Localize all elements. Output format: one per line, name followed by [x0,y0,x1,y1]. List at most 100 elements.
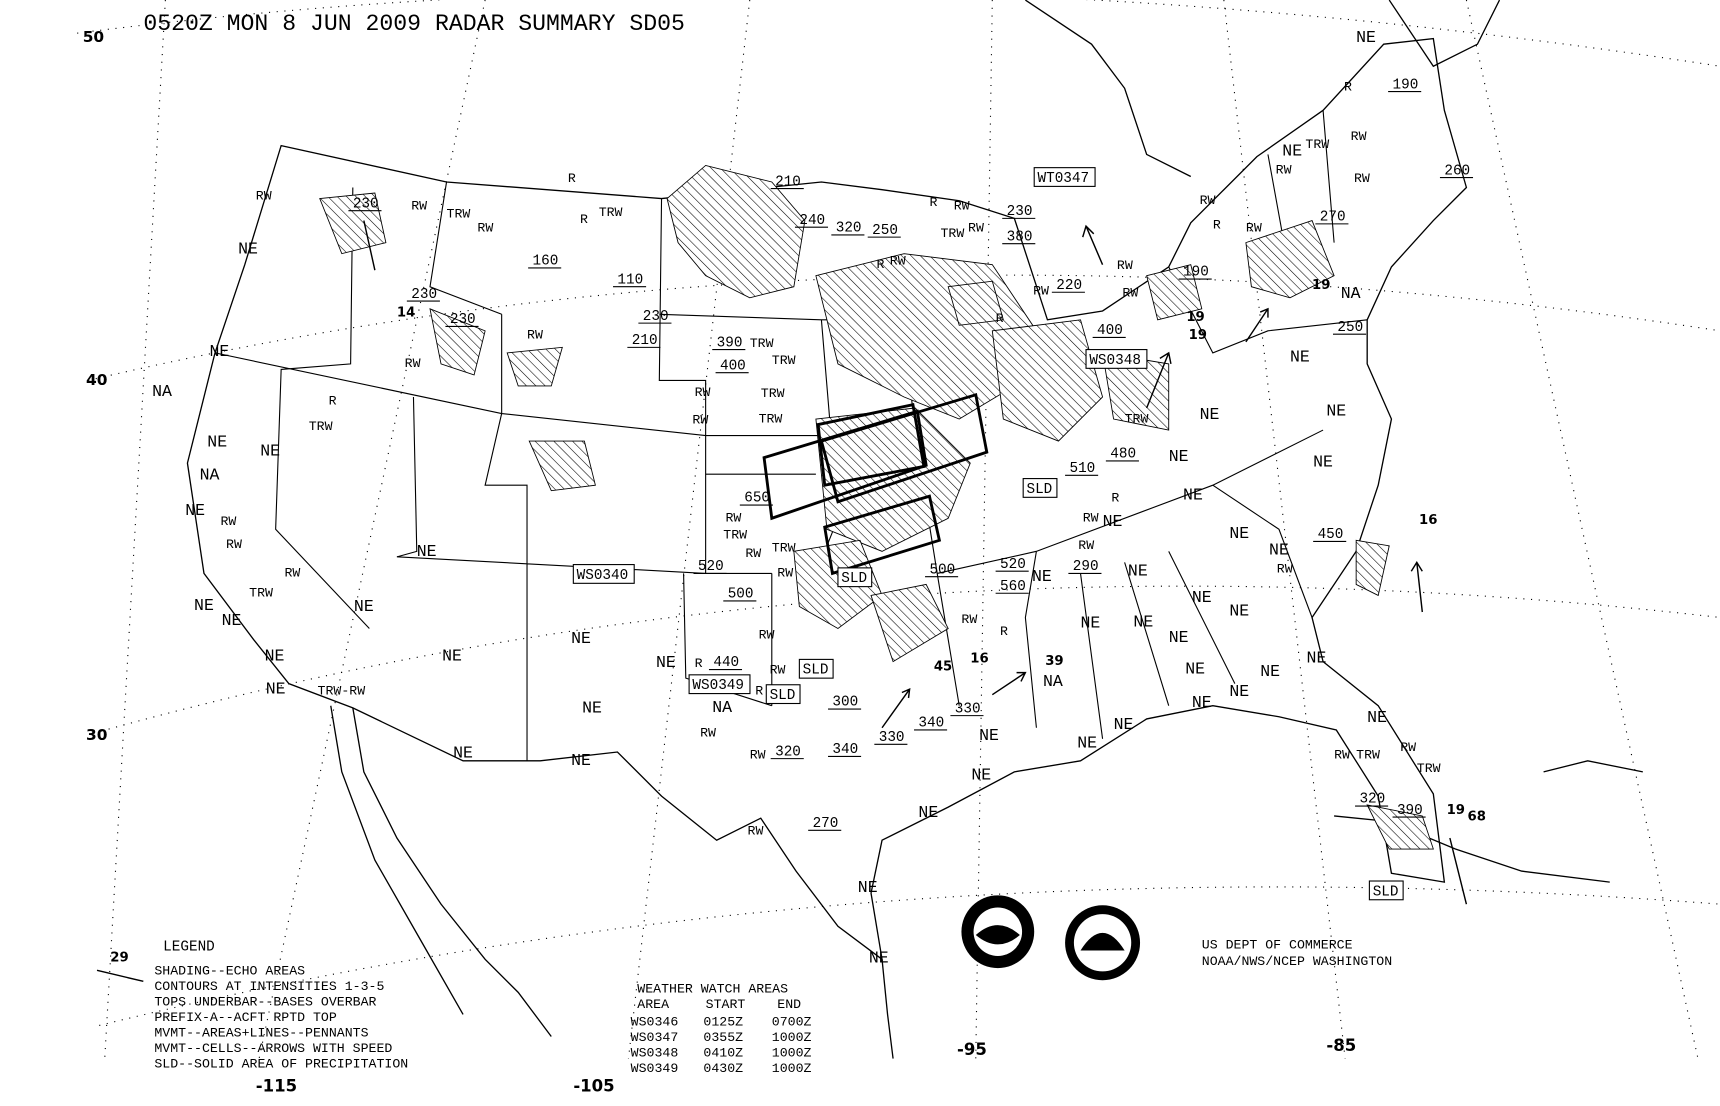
no-echo-label: NE [1183,486,1203,505]
watch-start: 0430Z [703,1061,743,1076]
precip-type-label-group: R [755,684,763,699]
echo-top-label: 400 [1097,323,1123,339]
precip-type-label-group: RW [1122,286,1138,301]
precip-type-label-group: RW [961,612,977,627]
boxed-label-group: SLD [1368,880,1404,900]
precip-type-label-group: RW [477,221,493,236]
legend-line: MVMT--CELLS--ARROWS WITH SPEED [154,1041,392,1056]
no-echo-label-group: NE [260,441,280,460]
echo-top-label: 250 [872,223,898,239]
echo-top-label: 110 [617,272,643,288]
no-echo-label: NE [266,680,286,699]
echo-top-label: 340 [832,742,858,758]
coastlines [186,0,1643,1059]
echo-top-label: 320 [775,744,801,760]
precip-type-label-group: RW [1078,538,1094,553]
precip-type-label: RW [527,328,543,343]
boxed-label-frame [572,564,635,584]
cell-speed-label-group: 19 [1312,278,1330,293]
echo-top-label-group: 270 [1315,210,1349,226]
no-echo-label-group: NE [1103,512,1123,531]
precip-type-label: TRW [599,205,623,220]
precip-type-label: TRW [772,540,796,555]
echo-top-label-group: 230 [348,196,382,212]
precip-type-label-group: TRW [309,419,333,434]
precip-type-label-group: RW [1400,740,1416,755]
no-echo-label: NE [1192,693,1212,712]
no-echo-label: NE [209,342,229,361]
precip-type-label: TRW [1356,748,1380,763]
echo-top-label: 260 [1444,163,1470,179]
precip-type-label: RW [1122,286,1138,301]
precip-type-label-group: RW [1276,162,1292,177]
precip-type-label: RW [477,221,493,236]
no-echo-label-group: NE [1128,562,1148,581]
echo-top-label-group: 220 [1051,278,1085,294]
echo-top-label: 560 [1000,579,1026,595]
precip-type-label: RW [405,356,421,371]
echo-top-label-group: 320 [831,221,865,237]
precip-type-label: RW [1351,129,1367,144]
precip-type-label-group: R [329,394,337,409]
echo-top-label: 450 [1318,527,1344,543]
cell-speed-label: 39 [1045,654,1063,669]
boxed-label-group: WS0348 [1085,349,1148,369]
no-echo-label: NE [1192,588,1212,607]
no-echo-label: NE [1169,447,1189,466]
longitude-label-group: -85 [1326,1036,1356,1055]
no-echo-label-group: NE [265,647,285,666]
precip-type-label: RW [411,199,427,214]
boxed-label-frame [765,684,801,705]
echo-top-label-group: 210 [627,333,661,349]
precip-type-label-group: TRW [249,586,273,601]
precip-type-label: RW [700,726,716,741]
precip-type-label: RW [695,385,711,400]
precip-type-label-group: RW [1200,193,1216,208]
precip-type-label: RW [1246,221,1262,236]
echo-top-label: 510 [1069,461,1095,477]
no-echo-label-group: NE [1282,142,1302,161]
echo-top-label: 230 [353,196,379,212]
no-echo-label-group: NE [1183,486,1203,505]
no-echo-label: NE [1229,524,1249,543]
precip-type-label-group: RW [284,566,300,581]
echo-top-label-group: 340 [914,716,948,732]
precip-type-label: TRW [761,386,785,401]
echo-top-label-group: 240 [794,213,829,229]
not-available-label: NA [152,382,172,401]
precip-type-label: RW [1354,171,1370,186]
precip-type-label-group: R [580,212,588,227]
precip-type-label: RW [1083,511,1099,526]
no-echo-label: NE [238,240,258,259]
no-echo-label-group: NE [1192,588,1212,607]
boxed-label: WS0348 [1089,353,1141,369]
precip-type-label-group: RW [692,412,708,427]
no-echo-label-group: NE [571,629,591,648]
precip-type-label-group: R [1111,491,1119,506]
no-echo-label-group: NE [238,240,258,259]
precip-type-label: TRW [1125,411,1149,426]
echo-top-label: 330 [955,701,981,717]
echo-top-label-group: 500 [925,562,959,578]
cell-speed-label-group: 68 [1468,809,1486,824]
no-echo-label-group: NE [571,751,591,770]
cell-speed-label: 19 [1312,278,1330,293]
boxed-label-group: SLD [765,684,801,705]
no-echo-label: NE [1077,734,1097,753]
echo-top-label: 520 [1000,557,1026,573]
legend-line: SHADING--ECHO AREAS [154,964,305,979]
precip-type-label: R [580,212,588,227]
watch-area-id: WS0348 [631,1045,679,1060]
echo-top-label-group: 250 [867,223,901,239]
precip-type-label: RW [759,627,775,642]
watch-box [823,494,942,576]
boxed-label-frame [1033,167,1096,187]
precip-type-label-group: RW [1033,283,1049,298]
precip-type-label: RW [221,514,237,529]
watch-area-id: WS0347 [631,1030,679,1045]
legend-line: CONTOURS AT INTENSITIES 1-3-5 [154,979,384,994]
no-echo-label-group: NE [1169,628,1189,647]
boxed-label-frame [1022,478,1058,498]
watch-start: 0125Z [703,1014,743,1029]
precip-type-label: RW [1276,162,1292,177]
